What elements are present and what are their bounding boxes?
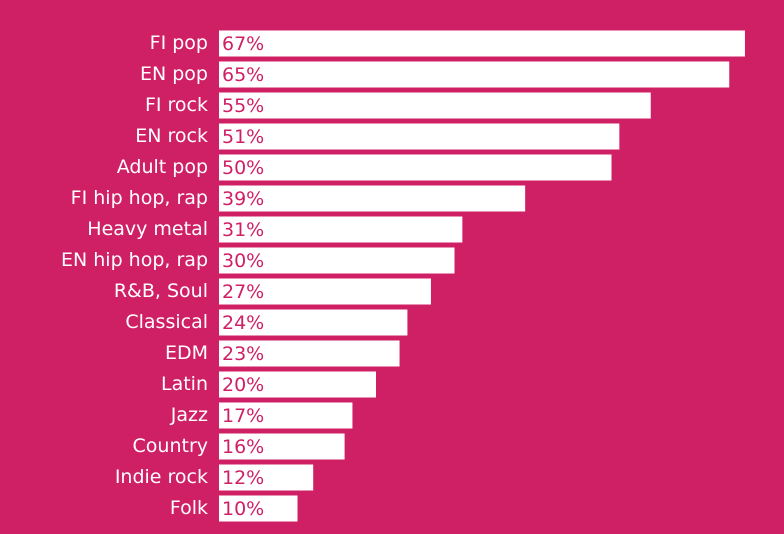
bar — [219, 154, 612, 181]
bar — [219, 185, 526, 212]
bar — [219, 371, 376, 398]
value-label: 67% — [222, 33, 264, 55]
category-label: EN hip hop, rap — [61, 249, 208, 271]
value-label: 65% — [222, 64, 264, 86]
value-label: 27% — [222, 281, 264, 303]
value-label: 51% — [222, 126, 264, 148]
category-label: Folk — [170, 497, 208, 519]
category-label: Jazz — [170, 404, 208, 426]
value-label: 31% — [222, 219, 264, 241]
category-label: EN pop — [140, 63, 208, 85]
bar — [219, 495, 298, 522]
value-label: 17% — [222, 405, 264, 427]
bar — [219, 61, 730, 88]
category-label: Country — [133, 435, 208, 457]
category-label: R&B, Soul — [114, 280, 208, 302]
value-label: 55% — [222, 95, 264, 117]
value-label: 30% — [222, 250, 264, 272]
bar — [219, 464, 314, 491]
bar — [219, 433, 345, 460]
category-label: EN rock — [135, 125, 208, 147]
value-label: 50% — [222, 157, 264, 179]
bar — [219, 216, 463, 243]
category-label: FI rock — [145, 94, 208, 116]
category-label: EDM — [165, 342, 208, 364]
category-label: Heavy metal — [87, 218, 208, 240]
value-label: 24% — [222, 312, 264, 334]
value-label: 12% — [222, 467, 264, 489]
value-label: 16% — [222, 436, 264, 458]
bar — [219, 340, 400, 367]
bar — [219, 30, 745, 57]
category-label: Classical — [125, 311, 208, 333]
category-label: Indie rock — [115, 466, 208, 488]
category-label: Adult pop — [117, 156, 208, 178]
bar — [219, 123, 620, 150]
bar — [219, 309, 408, 336]
bar — [219, 402, 353, 429]
category-label: FI pop — [150, 32, 208, 54]
value-label: 39% — [222, 188, 264, 210]
category-label: Latin — [161, 373, 208, 395]
bar — [219, 92, 651, 119]
bar — [219, 278, 431, 305]
value-label: 23% — [222, 343, 264, 365]
category-label: FI hip hop, rap — [71, 187, 208, 209]
value-label: 20% — [222, 374, 264, 396]
bar — [219, 247, 455, 274]
value-label: 10% — [222, 498, 264, 520]
